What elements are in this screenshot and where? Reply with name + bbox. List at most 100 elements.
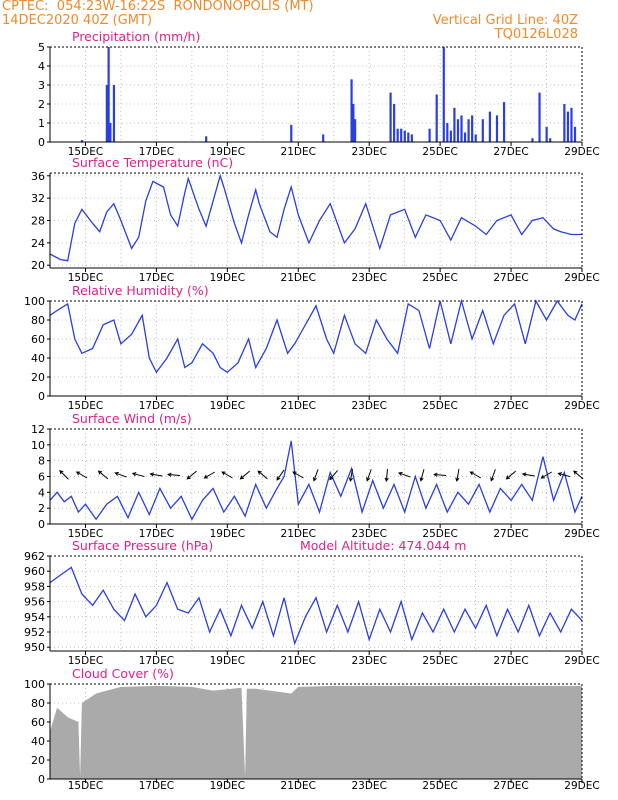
y-tick-label: 32 <box>31 192 45 205</box>
precip-bar <box>290 124 293 142</box>
wind-arrow <box>221 471 233 479</box>
precip-bar <box>112 85 116 142</box>
y-tick-label: 962 <box>24 550 45 563</box>
wind-arrow-head <box>490 477 495 482</box>
x-tick-label: 25DEC <box>422 272 457 284</box>
model-altitude-label: Model Altitude: 474.044 m <box>300 538 466 553</box>
wind-arrow <box>398 472 411 478</box>
x-tick-label: 23DEC <box>351 655 386 667</box>
panel-title: Surface Wind (m/s) <box>72 411 192 426</box>
y-tick-label: 2 <box>38 98 45 111</box>
wind-arrow <box>313 469 319 481</box>
precip-bar <box>109 123 112 142</box>
x-tick-label: 21DEC <box>281 780 316 792</box>
x-tick-label: 23DEC <box>351 146 386 158</box>
y-tick-label: 12 <box>31 423 45 436</box>
wind-arrow <box>349 469 354 481</box>
x-tick-label: 25DEC <box>422 780 457 792</box>
precip-bar <box>538 92 541 142</box>
wind-arrow <box>434 473 447 477</box>
x-tick-label: 27DEC <box>493 780 528 792</box>
x-tick-label: 25DEC <box>422 400 457 412</box>
panel-title: Precipitation (mm/h) <box>72 29 200 44</box>
x-tick-label: 21DEC <box>281 655 316 667</box>
y-tick-label: 0 <box>38 390 45 403</box>
wind-arrow-head <box>131 472 137 477</box>
x-tick-label: 23DEC <box>351 400 386 412</box>
precip-bar <box>428 128 431 142</box>
precip-bar <box>570 107 573 142</box>
y-tick-label: 60 <box>31 716 45 729</box>
y-tick-label: 956 <box>24 596 45 609</box>
panel-title: Cloud Cover (%) <box>72 666 174 681</box>
wind-arrow <box>257 470 268 480</box>
x-tick-label: 17DEC <box>139 655 174 667</box>
y-tick-label: 950 <box>24 641 45 654</box>
x-tick-label: 25DEC <box>422 528 457 540</box>
x-tick-label: 25DEC <box>422 655 457 667</box>
x-tick-label: 19DEC <box>210 780 245 792</box>
y-tick-label: 3 <box>38 79 45 92</box>
precip-bar <box>396 128 399 142</box>
panel-title: Surface Temperature (nC) <box>72 155 233 170</box>
x-tick-label: 23DEC <box>351 528 386 540</box>
y-tick-label: 958 <box>24 580 45 593</box>
wind-arrow-head <box>167 472 172 477</box>
precip-bar <box>449 130 452 142</box>
x-tick-label: 15DEC <box>68 528 103 540</box>
wind-arrow-head <box>59 470 64 475</box>
y-tick-label: 40 <box>31 352 45 365</box>
y-tick-label: 2 <box>38 502 45 515</box>
precip-bar <box>442 47 445 142</box>
run-date: 14DEC2020 40Z (GMT) <box>2 13 153 28</box>
y-tick-label: 6 <box>38 471 45 484</box>
y-tick-label: 100 <box>24 678 45 691</box>
x-tick-label: 29DEC <box>564 146 599 158</box>
station-info: CPTEC: 054:23W-16:22S RONDONOPOLIS (MT) <box>2 0 314 14</box>
precip-bar <box>105 85 108 142</box>
y-tick-label: 954 <box>24 611 45 624</box>
wind-arrow-head <box>540 474 545 479</box>
precip-bar <box>435 94 438 142</box>
precip-bar <box>531 138 534 142</box>
precip-bar <box>467 119 470 142</box>
wind-arrow-head <box>384 477 389 483</box>
x-tick-label: 27DEC <box>493 146 528 158</box>
precip-bar <box>474 134 477 142</box>
wind-arrow <box>541 471 552 479</box>
x-tick-label: 15DEC <box>68 655 103 667</box>
wind-arrow <box>132 472 145 478</box>
y-tick-label: 20 <box>31 754 45 767</box>
precip-bar <box>549 138 552 142</box>
y-tick-label: 0 <box>38 518 45 531</box>
x-tick-label: 19DEC <box>210 146 245 158</box>
y-tick-label: 1 <box>38 117 45 130</box>
wind-arrow <box>150 473 163 477</box>
x-tick-label: 17DEC <box>139 272 174 284</box>
x-tick-label: 27DEC <box>493 400 528 412</box>
precip-bar <box>205 136 208 142</box>
x-tick-label: 19DEC <box>210 400 245 412</box>
x-tick-label: 19DEC <box>210 655 245 667</box>
wind-arrow <box>240 470 250 480</box>
y-tick-label: 0 <box>38 136 45 149</box>
x-tick-label: 15DEC <box>68 272 103 284</box>
y-tick-label: 4 <box>38 486 45 499</box>
wind-arrow <box>186 470 197 480</box>
x-tick-label: 17DEC <box>139 780 174 792</box>
wind-arrow-head <box>312 477 317 482</box>
precip-bar <box>456 119 460 142</box>
precip-bar <box>488 111 491 142</box>
precip-bar <box>563 104 566 142</box>
wind-arrow-head <box>114 471 119 476</box>
x-tick-label: 27DEC <box>493 528 528 540</box>
x-tick-label: 27DEC <box>493 655 528 667</box>
temp-series-line <box>49 173 582 262</box>
wind-arrow <box>276 469 285 481</box>
wind-arrow-head <box>557 472 562 477</box>
wind-arrow-head <box>75 471 81 476</box>
precip-bar <box>460 115 463 142</box>
model-id: TQ0126L028 <box>494 27 578 42</box>
y-tick-label: 20 <box>31 371 45 384</box>
x-tick-label: 23DEC <box>351 272 386 284</box>
